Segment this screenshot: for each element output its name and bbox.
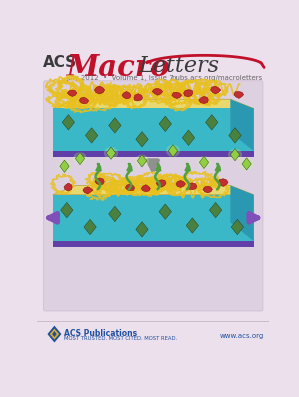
Polygon shape <box>230 148 240 161</box>
Polygon shape <box>94 86 105 94</box>
Polygon shape <box>86 128 98 143</box>
Polygon shape <box>210 86 221 94</box>
Polygon shape <box>199 156 209 169</box>
Polygon shape <box>50 329 59 339</box>
Ellipse shape <box>73 152 87 165</box>
Polygon shape <box>64 183 72 191</box>
Polygon shape <box>83 187 93 194</box>
Text: MOST TRUSTED. MOST CITED. MOST READ.: MOST TRUSTED. MOST CITED. MOST READ. <box>65 336 178 341</box>
Polygon shape <box>230 99 254 151</box>
Ellipse shape <box>240 158 254 170</box>
Polygon shape <box>80 97 89 104</box>
Polygon shape <box>67 90 77 96</box>
Polygon shape <box>188 183 197 190</box>
Text: www.acs.org: www.acs.org <box>219 333 264 339</box>
Polygon shape <box>62 115 74 130</box>
Polygon shape <box>125 184 135 191</box>
Polygon shape <box>84 220 96 235</box>
Polygon shape <box>230 185 254 241</box>
Polygon shape <box>136 222 148 237</box>
Text: pubs.acs.org/macroletters: pubs.acs.org/macroletters <box>172 75 263 81</box>
Polygon shape <box>205 115 218 130</box>
Polygon shape <box>136 131 148 147</box>
Polygon shape <box>182 130 195 145</box>
Polygon shape <box>168 145 178 157</box>
Polygon shape <box>184 90 193 97</box>
Polygon shape <box>60 160 69 172</box>
Polygon shape <box>141 185 150 192</box>
Polygon shape <box>109 206 121 222</box>
Ellipse shape <box>104 147 118 159</box>
Polygon shape <box>106 147 116 159</box>
Text: ACS Publications: ACS Publications <box>65 330 138 339</box>
Polygon shape <box>137 155 147 167</box>
Text: Letters: Letters <box>138 54 219 77</box>
Polygon shape <box>48 326 61 343</box>
Polygon shape <box>122 92 131 99</box>
Polygon shape <box>231 220 243 235</box>
Polygon shape <box>242 158 251 170</box>
Polygon shape <box>209 202 222 218</box>
Text: July 2012  •  Volume 1, Issue 7: July 2012 • Volume 1, Issue 7 <box>67 75 174 81</box>
Polygon shape <box>53 241 254 247</box>
Polygon shape <box>134 94 143 101</box>
Polygon shape <box>53 185 254 195</box>
Polygon shape <box>109 118 121 133</box>
Polygon shape <box>234 92 244 98</box>
Polygon shape <box>152 89 163 95</box>
Polygon shape <box>218 179 228 186</box>
Polygon shape <box>229 128 241 143</box>
Text: Macro: Macro <box>67 53 170 82</box>
Polygon shape <box>95 178 104 185</box>
Polygon shape <box>156 180 166 187</box>
Polygon shape <box>159 116 171 131</box>
Polygon shape <box>172 93 182 98</box>
Polygon shape <box>75 152 85 165</box>
Polygon shape <box>176 181 185 187</box>
Polygon shape <box>52 331 57 337</box>
Polygon shape <box>199 96 208 104</box>
Text: ACS: ACS <box>43 55 77 70</box>
Polygon shape <box>203 186 212 193</box>
Polygon shape <box>61 202 73 218</box>
Ellipse shape <box>228 148 242 161</box>
Polygon shape <box>186 218 199 233</box>
Polygon shape <box>53 195 254 241</box>
Polygon shape <box>53 99 254 108</box>
Polygon shape <box>53 151 254 157</box>
Ellipse shape <box>57 160 71 172</box>
Ellipse shape <box>135 155 149 167</box>
Ellipse shape <box>197 156 211 169</box>
Polygon shape <box>159 204 171 220</box>
Ellipse shape <box>166 145 180 157</box>
FancyBboxPatch shape <box>44 81 263 311</box>
Polygon shape <box>53 108 254 151</box>
